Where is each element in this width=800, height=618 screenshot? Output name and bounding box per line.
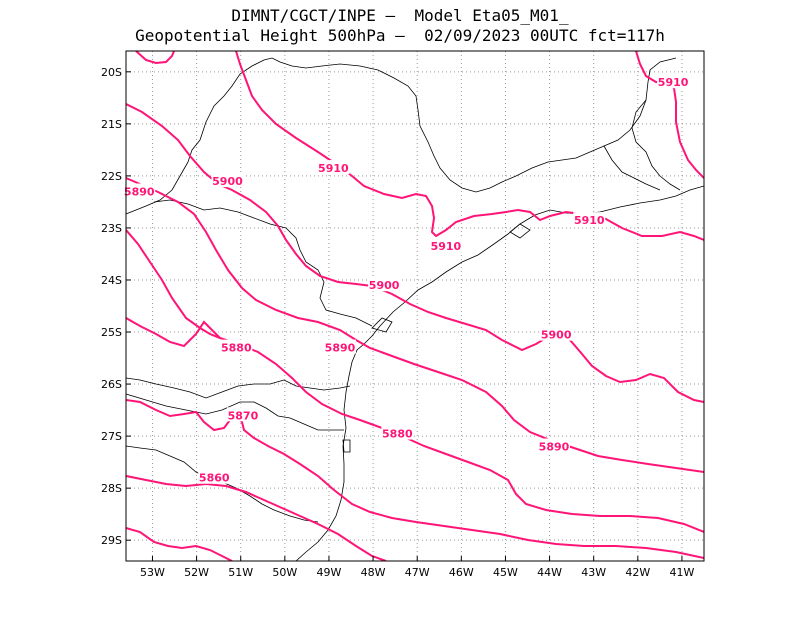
- contour-label: 5910: [318, 162, 349, 175]
- state-border-4: [126, 377, 351, 399]
- contour-5890: [126, 177, 704, 473]
- coastline-and-borders: [126, 57, 704, 561]
- contour-5880-west: [126, 317, 221, 348]
- y-tick-label: 23S: [101, 222, 122, 235]
- contour-5880: [126, 229, 704, 533]
- contour-label-bg: [198, 469, 231, 484]
- contour-label-bg: [317, 160, 350, 175]
- state-border-5: [126, 393, 344, 431]
- contour-label: 5890: [124, 186, 155, 199]
- chart-title-line-2: Geopotential Height 500hPa – 02/09/2023 …: [135, 26, 665, 45]
- contour-labels: 5910 5910 5900 5890 5910 5910 5900 5900 5880 5890…: [123, 74, 690, 485]
- contour-5910-east: [635, 51, 704, 179]
- contour-label-bg: [211, 173, 244, 188]
- contour-label: 5910: [431, 240, 462, 253]
- state-border-7: [631, 99, 681, 191]
- state-border-3: [153, 199, 373, 327]
- contour-label: 5890: [325, 342, 356, 355]
- y-tick-label: 28S: [101, 482, 122, 495]
- x-tick-label: 47W: [405, 566, 430, 579]
- x-tick-label: 50W: [272, 566, 297, 579]
- contour-label-bg: [226, 407, 259, 422]
- state-border-8: [603, 145, 661, 191]
- coastline-south: [295, 325, 381, 561]
- contour-label: 5900: [212, 175, 243, 188]
- contour-label: 5910: [574, 214, 605, 227]
- contour-5910-north: [135, 51, 175, 65]
- x-tick-label: 41W: [670, 566, 695, 579]
- contour-label-bg: [657, 74, 690, 89]
- y-tick-label: 24S: [101, 274, 122, 287]
- contour-label: 5860: [199, 472, 230, 485]
- coastline: [379, 185, 704, 327]
- contour-label-bg: [540, 326, 573, 341]
- contour-label-bg: [323, 339, 356, 354]
- contour-label-bg: [123, 183, 156, 198]
- height-contours: [126, 51, 704, 561]
- contour-label: 5900: [369, 279, 400, 292]
- x-tick-label: 49W: [317, 566, 342, 579]
- y-tick-label: 29S: [101, 534, 122, 547]
- contour-5870: [126, 399, 704, 559]
- y-tick-label: 21S: [101, 118, 122, 131]
- x-tick-label: 46W: [449, 566, 474, 579]
- plot-frame: [125, 50, 705, 562]
- y-tick-label: 27S: [101, 430, 122, 443]
- contour-label-bg: [368, 277, 401, 292]
- x-tick-label: 51W: [228, 566, 253, 579]
- contour-label-bg: [429, 238, 462, 253]
- contour-label: 5870: [228, 409, 259, 422]
- contour-label: 5880: [221, 342, 252, 355]
- y-tick-label: 20S: [101, 66, 122, 79]
- x-tick-label: 42W: [625, 566, 650, 579]
- y-tick-label: 25S: [101, 326, 122, 339]
- contour-label: 5890: [539, 441, 570, 454]
- x-tick-label: 44W: [537, 566, 562, 579]
- contour-label-bg: [573, 212, 606, 227]
- x-tick-label: 48W: [361, 566, 386, 579]
- contour-label-bg: [220, 339, 253, 354]
- state-border-2: [126, 161, 189, 215]
- contour-label: 5880: [382, 428, 413, 441]
- contour-label-bg: [537, 438, 570, 453]
- state-border-1: [187, 57, 677, 193]
- chart-title-line-1: DIMNT/CGCT/INPE – Model Eta05_M01_: [231, 6, 569, 25]
- x-tick-label: 52W: [184, 566, 209, 579]
- contour-5850: [126, 527, 233, 561]
- y-tick-label: 26S: [101, 378, 122, 391]
- x-tick-label: 45W: [493, 566, 518, 579]
- x-tick-label: 43W: [581, 566, 606, 579]
- x-tick-label: 53W: [140, 566, 165, 579]
- contour-label: 5900: [541, 329, 572, 342]
- axis-ticks: 53W 52W 51W 50W 49W 48W 47W 46W 45W 44W 43W 42W 41W 2…: [101, 66, 694, 579]
- y-tick-label: 22S: [101, 170, 122, 183]
- contour-label: 5910: [658, 76, 689, 89]
- contour-5860: [126, 475, 387, 561]
- contour-label-bg: [381, 425, 414, 440]
